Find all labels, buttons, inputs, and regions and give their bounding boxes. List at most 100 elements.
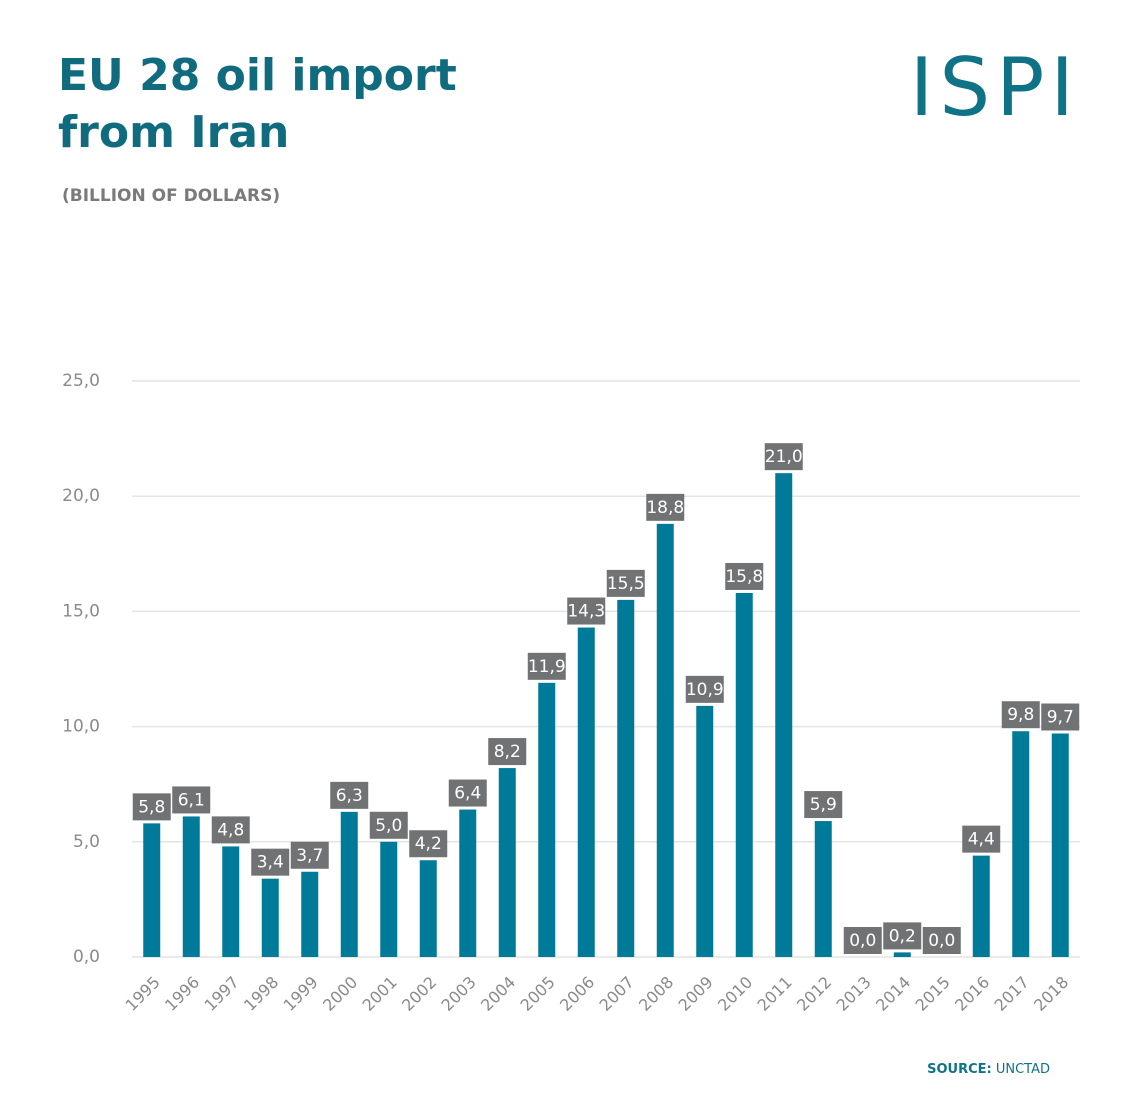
value-label-box xyxy=(567,597,606,625)
source: SOURCE: UNCTAD xyxy=(927,1062,1050,1077)
value-label-box xyxy=(409,830,448,858)
value-label-box xyxy=(606,569,645,597)
chart-title: EU 28 oil import xyxy=(58,50,457,101)
x-tick-label: 2005 xyxy=(517,973,559,1015)
value-label: 6,1 xyxy=(178,790,205,810)
value-label-box xyxy=(1041,703,1080,731)
bar xyxy=(656,523,674,957)
value-label: 9,7 xyxy=(1047,708,1074,728)
x-tick-label: 1995 xyxy=(122,973,164,1015)
x-tick-label: 2007 xyxy=(596,973,638,1015)
bar xyxy=(498,768,516,957)
x-tick-label: 1998 xyxy=(240,973,282,1015)
value-label: 0,0 xyxy=(849,931,876,951)
x-tick-label: 2010 xyxy=(714,973,756,1015)
source-value: UNCTAD xyxy=(996,1062,1050,1077)
bar xyxy=(893,952,911,957)
value-label: 4,2 xyxy=(415,834,442,854)
bar xyxy=(775,473,793,957)
x-tick-label: 2001 xyxy=(359,973,401,1015)
value-label: 6,3 xyxy=(336,786,363,806)
bar xyxy=(419,860,437,957)
x-tick-label: 2013 xyxy=(833,973,875,1015)
value-label-box xyxy=(843,927,882,954)
x-tick-label: 1999 xyxy=(280,973,322,1015)
value-label: 11,9 xyxy=(528,657,566,677)
value-label-box xyxy=(290,841,329,869)
value-label: 18,8 xyxy=(646,498,684,518)
bar xyxy=(972,855,990,957)
bar xyxy=(143,823,161,957)
x-tick-label: 2004 xyxy=(477,973,519,1015)
value-label: 5,0 xyxy=(375,816,402,836)
x-tick-label: 2000 xyxy=(319,973,361,1015)
logo: ISPI xyxy=(910,41,1080,134)
x-tick-label: 2016 xyxy=(951,973,993,1015)
bar xyxy=(696,705,714,957)
x-tick-label: 1997 xyxy=(201,973,243,1015)
value-label-box xyxy=(527,652,566,680)
x-tick-label: 2003 xyxy=(438,973,480,1015)
value-label: 10,9 xyxy=(686,680,724,700)
value-label: 21,0 xyxy=(765,447,803,467)
value-label-box xyxy=(330,781,369,809)
value-label: 8,2 xyxy=(494,742,521,762)
x-tick-label: 2006 xyxy=(556,973,598,1015)
y-tick-label: 25,0 xyxy=(62,371,100,391)
x-tick-label: 2002 xyxy=(398,973,440,1015)
value-label-box xyxy=(883,922,922,950)
bar xyxy=(222,846,240,957)
bar xyxy=(261,878,279,957)
y-tick-label: 20,0 xyxy=(62,486,100,506)
value-label: 9,8 xyxy=(1007,705,1034,725)
value-label-box xyxy=(962,825,1001,853)
value-label-box xyxy=(488,738,527,766)
value-label-box xyxy=(1001,701,1040,729)
value-label-box xyxy=(804,791,843,819)
bar xyxy=(380,841,398,957)
y-tick-label: 15,0 xyxy=(62,601,100,621)
value-label-box xyxy=(251,848,290,876)
y-tick-label: 5,0 xyxy=(73,832,100,852)
bar xyxy=(1051,733,1069,957)
value-label: 5,9 xyxy=(810,795,837,815)
bar xyxy=(538,682,556,957)
value-label: 3,7 xyxy=(296,846,323,866)
value-label: 4,8 xyxy=(217,820,244,840)
bar xyxy=(1012,731,1030,957)
bar xyxy=(301,871,319,957)
x-tick-label: 2015 xyxy=(912,973,954,1015)
bar xyxy=(577,627,595,957)
value-label-box xyxy=(922,927,961,954)
x-tick-label: 2011 xyxy=(754,973,796,1015)
value-label-box xyxy=(172,786,211,814)
chart-title: from Iran xyxy=(58,107,289,158)
x-tick-label: 2012 xyxy=(793,973,835,1015)
value-label-box xyxy=(685,675,724,703)
value-label: 6,4 xyxy=(454,784,481,804)
bar xyxy=(459,809,477,957)
x-tick-label: 2017 xyxy=(991,973,1033,1015)
value-label: 15,5 xyxy=(607,574,645,594)
value-label-box xyxy=(725,562,764,590)
value-label-box xyxy=(646,493,685,521)
bar xyxy=(340,811,358,957)
x-tick-label: 2009 xyxy=(675,973,717,1015)
x-tick-label: 1996 xyxy=(161,973,203,1015)
value-label: 14,3 xyxy=(567,602,605,622)
value-label: 0,2 xyxy=(889,926,916,946)
bar xyxy=(735,592,753,957)
y-tick-label: 10,0 xyxy=(62,717,100,737)
x-tick-label: 2014 xyxy=(872,973,914,1015)
chart-subtitle: (BILLION OF DOLLARS) xyxy=(62,186,280,206)
value-label-box xyxy=(132,793,171,821)
value-label-box xyxy=(211,816,250,844)
value-label: 3,4 xyxy=(257,853,284,873)
value-label: 4,4 xyxy=(968,830,995,850)
bar xyxy=(814,821,832,957)
x-tick-label: 2008 xyxy=(635,973,677,1015)
bar xyxy=(182,816,200,957)
value-label: 0,0 xyxy=(928,931,955,951)
value-label-box xyxy=(369,811,408,839)
x-tick-label: 2018 xyxy=(1030,973,1072,1015)
